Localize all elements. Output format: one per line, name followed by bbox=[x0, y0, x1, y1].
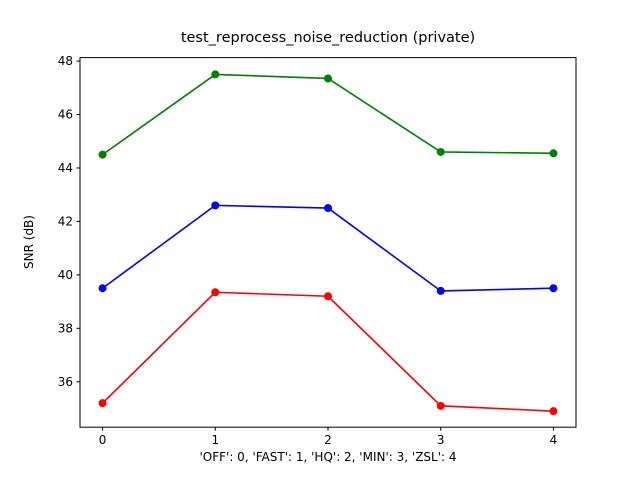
red-series-marker bbox=[436, 401, 445, 410]
green-series-line bbox=[102, 73, 554, 156]
green-series-marker bbox=[211, 70, 220, 79]
green-series-marker bbox=[324, 74, 332, 83]
red-series-marker bbox=[549, 407, 558, 416]
blue-series-marker bbox=[436, 286, 445, 295]
red-series-marker bbox=[98, 399, 107, 408]
axis-frame bbox=[79, 57, 577, 428]
x-tick-label: 1 bbox=[211, 433, 219, 447]
blue-series-marker bbox=[211, 201, 220, 210]
y-tick-label: 48 bbox=[58, 54, 73, 68]
red-series-line bbox=[101, 291, 554, 412]
y-tick-label: 44 bbox=[58, 161, 73, 175]
y-tick-label: 38 bbox=[58, 321, 73, 335]
y-tick-label: 36 bbox=[58, 375, 73, 389]
green-series-marker bbox=[549, 149, 558, 158]
red-series-marker bbox=[211, 288, 220, 297]
x-tick-label: 4 bbox=[550, 433, 558, 447]
blue-series-marker bbox=[324, 204, 332, 213]
chart-title: test_reprocess_noise_reduction (private) bbox=[180, 30, 476, 46]
y-tick-label: 46 bbox=[58, 108, 73, 122]
green-series-marker bbox=[98, 150, 107, 159]
green-series-marker bbox=[436, 147, 445, 156]
x-tick-label: 0 bbox=[99, 433, 107, 447]
y-tick-label: 40 bbox=[58, 268, 73, 282]
x-tick-label: 2 bbox=[324, 433, 332, 447]
y-tick-label: 42 bbox=[58, 214, 73, 228]
x-tick-label: 3 bbox=[437, 433, 445, 447]
red-series-marker bbox=[324, 292, 332, 301]
blue-series-marker bbox=[549, 284, 558, 293]
blue-series-marker bbox=[98, 284, 107, 293]
blue-series-line bbox=[102, 204, 554, 292]
x-axis-label: 'OFF': 0, 'FAST': 1, 'HQ': 2, 'MIN': 3, … bbox=[199, 450, 457, 464]
